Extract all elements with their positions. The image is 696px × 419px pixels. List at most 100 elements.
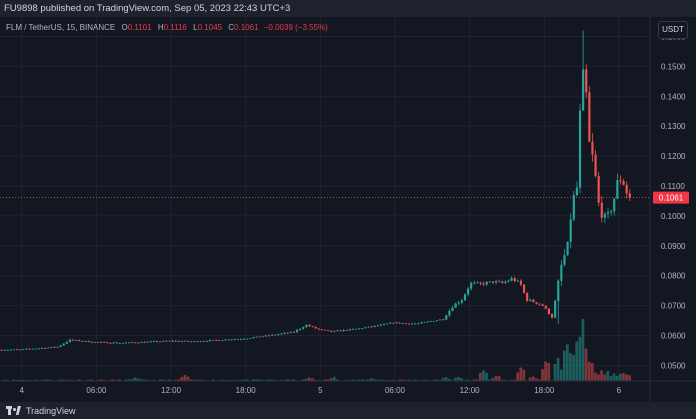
candle-body [557,280,560,301]
candle-body [317,328,320,330]
candle-body [56,346,59,348]
volume-bar [99,379,103,381]
volume-bar [220,379,224,381]
candle-body [174,340,177,342]
candle-body [90,342,93,343]
candle-body [202,341,205,343]
footer-bar: TradingView [0,402,696,419]
x-tick-label: 12:00 [161,386,182,395]
candle-body [585,69,588,93]
volume-bar [311,378,314,381]
volume-bar [332,376,336,381]
candle-body [488,281,491,283]
volume-bar [161,379,165,381]
candle-body [243,338,246,340]
volume-bar [376,379,380,381]
volume-bar [625,374,628,381]
candle-body [622,181,625,185]
volume-bar [143,379,146,381]
y-tick-label: 0.1500 [661,62,686,71]
candle-body [249,338,252,339]
candle-body [504,281,507,283]
candle-body [392,322,395,324]
candle-body [149,341,152,343]
volume-bar [541,369,544,381]
candlestick-chart[interactable]: 0.16000.15000.14000.13000.12000.11000.10… [0,17,696,402]
volume-bar [544,361,547,381]
volume-bar [413,379,417,381]
candle-body [463,294,467,301]
tradingview-logo[interactable]: TradingView [6,404,76,417]
candle-body [401,323,404,325]
candle-body [277,334,280,335]
volume-bar [575,341,579,381]
candle-body [239,339,243,340]
candle-body [476,282,479,284]
candle-body [152,341,156,342]
volume-bar [251,379,255,381]
candle-body [205,341,208,343]
open-label: O [121,23,128,32]
low-label: L [193,23,198,32]
candle-body [283,332,286,334]
volume-bar [133,377,137,381]
tradingview-icon [6,406,22,415]
volume-bar [572,355,575,381]
candle-body [267,335,271,337]
candle-body [547,308,551,315]
candle-body [233,339,236,340]
change-value: −0.0039 (−3.55%) [263,23,328,32]
y-tick-label: 0.0700 [661,302,686,311]
candle-body [62,343,65,346]
candle-body [501,281,504,283]
volume-bar [597,374,600,381]
candle-body [224,339,227,341]
candle-body [519,280,523,285]
y-tick-label: 0.0900 [661,242,686,251]
volume-bar [279,379,283,381]
candle-body [124,342,128,344]
volume-bar [503,379,507,381]
candle-body [407,323,411,325]
volume-bar [447,378,451,381]
volume-bar [286,379,289,381]
candle-body [448,310,451,316]
candle-body [606,212,610,214]
volume-bar [531,376,535,381]
candle-body [379,324,383,326]
candle-body [302,327,305,329]
x-tick-label: 06:00 [86,386,107,395]
candle-body [410,323,414,325]
volume-bar [404,379,408,381]
y-tick-label: 0.1000 [661,212,686,221]
chart-area[interactable]: 0.16000.15000.14000.13000.12000.11000.10… [0,17,696,402]
candle-body [320,329,323,331]
candle-body [383,324,386,325]
volume-bar [158,379,162,381]
candle-body [271,334,274,336]
volume-bar [87,379,90,381]
candle-body [264,335,267,337]
candle-body [479,282,482,284]
candle-body [106,342,109,344]
candle-body [333,330,336,332]
candle-body [96,341,100,343]
candle-body [143,342,146,343]
candle-body [93,341,96,343]
volume-bar [556,357,560,381]
volume-bar [192,379,196,381]
currency-button[interactable]: USDT [658,21,688,39]
volume-bar [463,379,467,381]
candle-body [485,282,488,285]
candle-body [532,299,535,303]
volume-bar [18,379,22,381]
volume-bar [118,379,121,381]
candle-body [482,283,485,285]
volume-bar [482,370,485,381]
x-tick-label: 18:00 [236,386,257,395]
candle-body [183,340,187,342]
volume-bar [475,379,479,381]
volume-bar [388,379,392,381]
volume-bar [590,362,594,381]
candle-body [103,341,106,343]
